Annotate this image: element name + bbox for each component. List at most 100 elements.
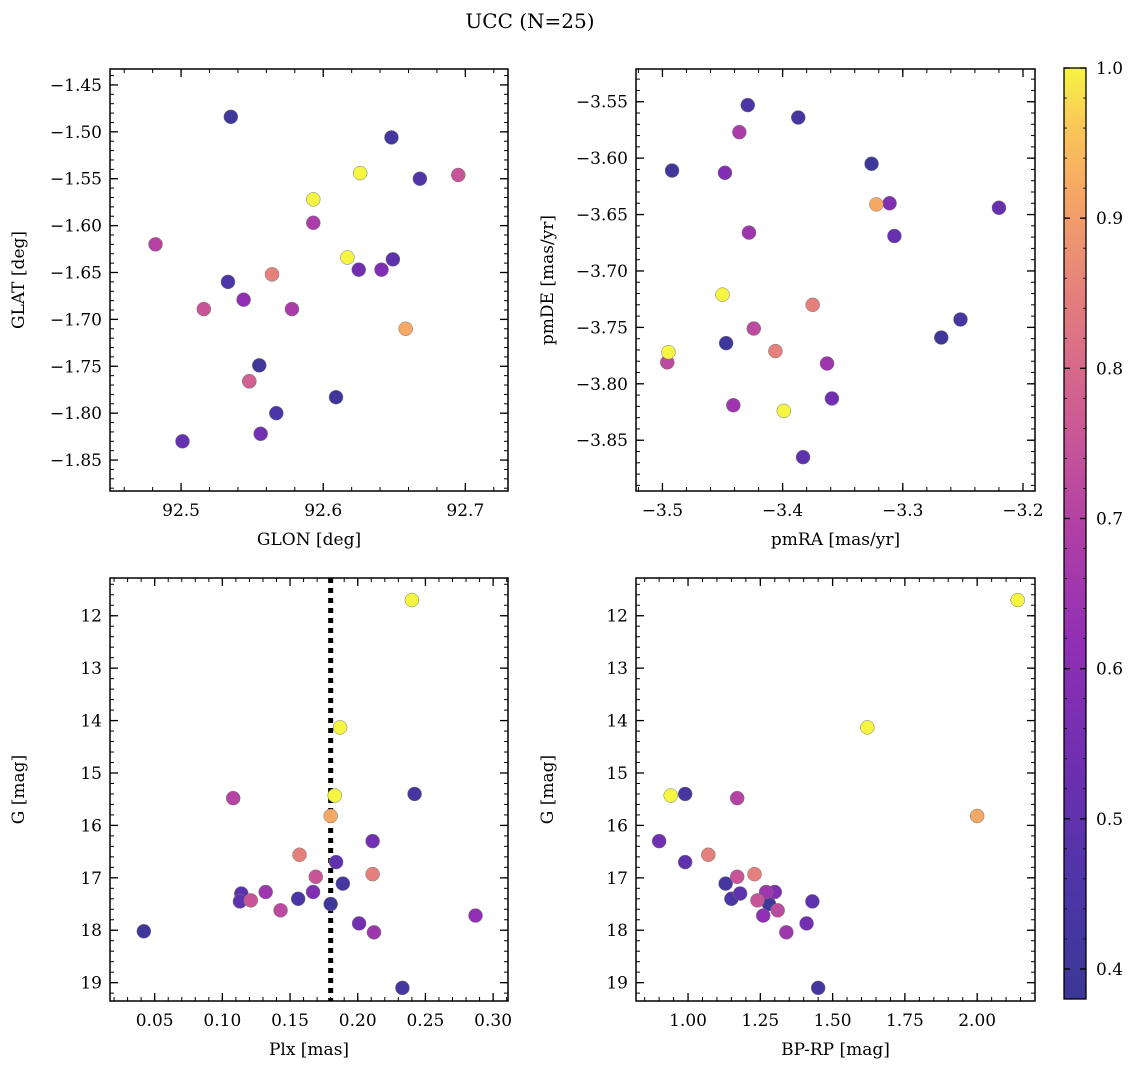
scatter-point — [776, 403, 792, 419]
scatter-point — [365, 833, 380, 849]
colorbar-tick-label: 0.7 — [1096, 509, 1123, 529]
y-tick-label: −3.80 — [576, 375, 628, 395]
y-tick-label: −1.50 — [50, 123, 102, 143]
colorbar-bar — [1063, 67, 1087, 1000]
panel-4: 1.00 1.25 1.50 1.75 2.00 12 13 14 15 16 17 18 19 BP-R… — [538, 577, 1036, 1060]
panel-3: 0.05 0.10 0.15 0.20 0.25 0.30 12 13 14 15 16 17 18 19… — [9, 577, 512, 1060]
x-tick-label: 1.00 — [669, 1011, 707, 1031]
scatter-point — [651, 833, 667, 849]
scatter-point — [365, 866, 380, 882]
scatter-point — [805, 894, 820, 909]
scatter-point — [887, 228, 902, 244]
scatter-point — [819, 356, 835, 371]
scatter-point — [718, 876, 733, 891]
scatter-point — [701, 847, 716, 863]
scatter-point — [175, 434, 190, 449]
x-tick-label: 0.15 — [271, 1011, 309, 1031]
axes-frame — [109, 577, 509, 1002]
scatter-point — [790, 110, 806, 125]
scatter-point — [717, 165, 733, 181]
scatter-point — [746, 321, 762, 336]
scatter-point — [663, 788, 678, 803]
x-tick-label: 0.10 — [203, 1011, 241, 1031]
scatter-point — [799, 916, 814, 931]
scatter-point — [869, 197, 884, 212]
scatter-point — [323, 896, 338, 912]
scatter-point — [384, 130, 399, 145]
scatter-point — [398, 321, 413, 337]
y-tick-label: 12 — [606, 607, 628, 627]
scatter-point — [991, 200, 1007, 216]
y-tick-label: −3.55 — [576, 93, 628, 113]
scatter-point — [332, 720, 348, 735]
x-axis-label: GLON [deg] — [257, 530, 361, 550]
scatter-point — [292, 847, 307, 863]
scatter-point — [351, 916, 367, 931]
y-tick-label: −1.85 — [50, 451, 102, 471]
scatter-point — [305, 884, 321, 900]
scatter-point — [327, 788, 342, 803]
x-axis-label: pmRA [mas/yr] — [771, 530, 900, 550]
scatter-point — [351, 262, 366, 277]
y-tick-label: −3.70 — [576, 262, 628, 282]
y-tick-label: −1.45 — [50, 76, 102, 96]
axes-frame — [635, 577, 1036, 1002]
y-axis-label: G [mag] — [538, 755, 558, 824]
scatter-point — [732, 124, 747, 140]
y-tick-label: −3.65 — [576, 206, 628, 226]
x-axis-label: Plx [mas] — [269, 1040, 349, 1060]
x-tick-label: −3.5 — [642, 501, 683, 521]
x-tick-label: 0.25 — [406, 1011, 444, 1031]
colorbar-tick-label: 1.0 — [1096, 59, 1123, 79]
scatter-point — [404, 592, 420, 608]
y-axis-label: pmDE [mas/yr] — [538, 215, 558, 345]
figure-title: UCC (N=25) — [465, 9, 594, 33]
scatter-point — [223, 109, 239, 125]
scatter-point — [934, 330, 949, 345]
scatter-point — [729, 869, 745, 885]
scatter-point — [677, 786, 693, 802]
x-tick-label: −3.3 — [882, 501, 923, 521]
x-axis-label: BP-RP [mag] — [781, 1040, 890, 1060]
panel-2: −3.5 −3.4 −3.3 −3.2 −3.85 −3.80 −3.75 −3.70 −3.6… — [538, 68, 1044, 550]
colorbar-tick-label: 0.5 — [1096, 810, 1123, 830]
x-tick-label: 92.5 — [162, 501, 200, 521]
y-tick-label: −3.75 — [576, 318, 628, 338]
y-tick-label: 15 — [606, 764, 628, 784]
scatter-point — [264, 267, 280, 282]
x-tick-label: 1.50 — [814, 1011, 852, 1031]
scatter-point — [273, 903, 288, 918]
scatter-point — [741, 225, 757, 240]
y-tick-label: −3.85 — [576, 431, 628, 451]
y-axis-label: G [mag] — [9, 755, 29, 824]
scatter-point — [677, 854, 693, 870]
scatter-point — [253, 426, 268, 442]
scatter-point — [335, 876, 351, 891]
y-tick-label: 17 — [606, 869, 628, 889]
scatter-point — [805, 297, 820, 313]
scatter-point — [306, 192, 321, 207]
x-tick-label: 1.25 — [741, 1011, 779, 1031]
scatter-point — [243, 893, 259, 908]
y-tick-label: −1.70 — [50, 310, 102, 330]
scatter-point — [412, 171, 428, 186]
y-tick-label: 14 — [606, 712, 628, 732]
scatter-point — [284, 301, 300, 317]
scatter-point — [290, 891, 306, 907]
axes-frame — [635, 68, 1036, 492]
scatter-point — [664, 163, 680, 178]
y-tick-label: 18 — [80, 921, 102, 941]
scatter-point — [795, 449, 811, 465]
scatter-point — [340, 250, 355, 265]
scatter-point — [136, 924, 152, 939]
scatter-point — [196, 301, 212, 317]
scatter-point — [328, 389, 344, 405]
x-tick-label: 0.05 — [136, 1011, 174, 1031]
x-tick-label: −3.4 — [762, 501, 803, 521]
scatter-point — [810, 980, 826, 996]
y-tick-label: −3.60 — [576, 149, 628, 169]
panels: 92.5 92.6 92.7 −1.85 −1.80 −1.75 −1.70 −1.65 −1.… — [9, 68, 1044, 1060]
scatter-point — [779, 925, 794, 940]
colorbar-tick-label: 0.9 — [1096, 209, 1123, 229]
scatter-point — [770, 903, 785, 918]
